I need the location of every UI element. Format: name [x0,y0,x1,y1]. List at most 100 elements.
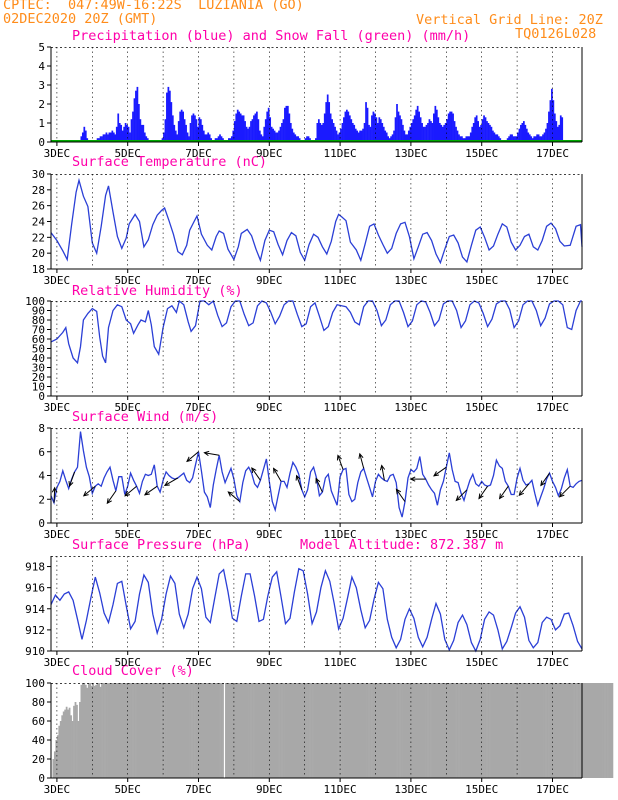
cloud-bar [359,683,362,778]
x-tick-label: 13DEC [394,783,427,796]
x-tick-label: 17DEC [536,783,569,796]
precip-bar [402,124,404,142]
wind-arrow-head [455,495,462,502]
cloud-bar [494,683,497,778]
cloud-bar [244,683,246,778]
cloud-bar [222,683,224,778]
cloud-bar [548,683,550,778]
wind-arrow [106,490,117,505]
precip-bar [475,115,478,142]
cloud-bar [605,683,608,778]
precip-bar [433,113,435,142]
precip-bar [138,104,140,142]
precip-bar [189,123,192,142]
wind-arrow-head [68,481,74,488]
precip-bar [427,123,429,142]
cloud-bar [610,683,612,778]
cloud-bar [93,685,96,778]
cloud-bar [248,683,251,778]
cloud-bar [132,683,134,778]
cloud-bar [282,683,285,778]
cloud-bar [363,683,366,778]
cloud-bar [391,683,394,778]
precip-bar [102,134,105,142]
precip-bar [425,124,428,142]
cloud-bar [477,683,480,778]
cloud-bar [348,683,351,778]
cloud-bar [233,683,236,778]
cloud-bar [235,683,238,778]
cloud-bar [55,740,58,778]
precip-bar [452,113,454,142]
precip-bar [169,90,171,142]
precip-bar [444,123,447,142]
cloud-bar [455,683,457,778]
precip-bar [171,115,174,142]
precip-bar [556,126,559,142]
cloud-bar [397,683,400,778]
cloud-bar [108,683,111,778]
y-tick-label: 916 [25,582,45,595]
precip-bar [552,100,555,142]
cloud-bar [194,683,196,778]
wind-arrow-shaft [433,466,447,477]
y-tick-label: 100 [25,677,45,690]
cloud-bar [258,683,261,778]
precip-bar [185,124,187,142]
cloud-bar [531,683,534,778]
precip-bar [114,134,117,142]
cloud-bar [62,711,65,778]
cloud-bar [266,683,269,778]
cloud-bar [499,683,502,778]
cloud-bar [521,683,524,778]
cloud-bar [304,683,307,778]
precip-bar [509,134,512,142]
cloud-bar [375,683,378,778]
wind-arrow [558,485,571,498]
precip-bar [263,126,266,142]
precip-bar [292,132,295,142]
cloud-bar [309,683,311,778]
precip-bar [548,111,550,142]
precip-bar [247,128,249,142]
precip-bar [546,123,549,142]
cloud-bar [360,683,363,778]
precip-bar [245,126,248,142]
cloud-bar [332,683,335,778]
cloud-bar [514,683,516,778]
cloud-bar [556,683,559,778]
cloud-bar [183,683,186,778]
cloud-bar [558,683,561,778]
cloud-bar [357,683,360,778]
x-tick-label: 7DEC [185,274,212,287]
cloud-bar [611,683,614,778]
precip-bar [441,126,444,142]
cloud-bar [298,683,301,778]
precip-bar [248,126,251,142]
cloud-bar [608,683,611,778]
precip-bar [205,134,208,142]
cloud-bar [272,683,275,778]
cloud-bar [372,683,375,778]
cloud-bar [216,683,218,778]
cloud-bar [347,683,350,778]
precip-bar [378,117,381,142]
cloud-bar [505,683,508,778]
y-tick-label: 0 [38,772,45,785]
precip-bar [379,119,382,142]
cloud-bar [124,683,127,778]
cloud-bar [536,683,539,778]
cloud-bar [540,683,543,778]
precip-bar [474,117,477,142]
cloud-bar [431,683,434,778]
y-tick-label: 40 [32,734,45,747]
x-tick-label: 15DEC [465,147,498,160]
precip-bar [354,128,357,142]
cloud-bar [368,683,370,778]
wind-arrow-shaft [540,472,550,486]
cloud-bar [567,683,570,778]
precip-bar [366,107,369,142]
precip-bar [489,124,491,142]
wind-arrow [186,451,199,463]
